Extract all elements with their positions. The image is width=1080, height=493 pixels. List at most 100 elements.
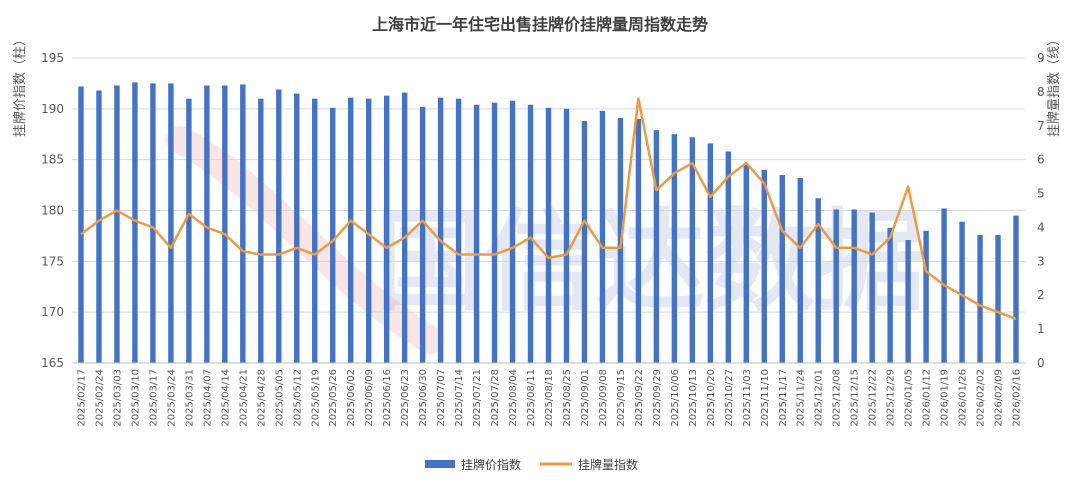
bar xyxy=(707,143,714,363)
bar-series-listing-price-index xyxy=(78,82,1019,364)
chart-title: 上海市近一年住宅出售挂牌价挂牌量周指数走势 xyxy=(372,15,708,34)
y-left-tick-label: 175 xyxy=(41,254,64,268)
legend-label-line: 挂牌量指数 xyxy=(578,457,638,472)
x-tick-label: 2025/05/05 xyxy=(274,369,285,427)
x-tick-label: 2026/02/09 xyxy=(994,369,1005,427)
y-right-tick-label: 3 xyxy=(1037,254,1045,268)
bar xyxy=(276,89,282,364)
x-tick-label: 2026/01/26 xyxy=(958,369,969,427)
bar xyxy=(168,83,174,364)
bar xyxy=(240,84,246,364)
bar xyxy=(563,108,570,363)
x-tick-label: 2025/09/01 xyxy=(580,369,591,427)
x-tick-label: 2025/10/27 xyxy=(724,369,735,427)
legend: 挂牌价指数 挂牌量指数 xyxy=(425,457,638,472)
x-tick-label: 2025/11/10 xyxy=(760,369,771,427)
bar xyxy=(204,85,210,363)
legend-swatch-bar xyxy=(425,460,455,468)
y-left-tick-label: 195 xyxy=(41,51,64,65)
x-tick-label: 2025/06/02 xyxy=(346,369,357,427)
x-tick-label: 2025/10/13 xyxy=(688,369,699,427)
bar xyxy=(491,102,498,363)
bar xyxy=(905,239,911,363)
x-tick-label: 2025/12/22 xyxy=(868,369,879,427)
y-left-tick-label: 170 xyxy=(41,305,64,319)
x-tick-label: 2025/03/17 xyxy=(148,369,159,427)
x-tick-label: 2025/06/30 xyxy=(418,369,429,427)
x-tick-label: 2025/04/21 xyxy=(238,369,249,427)
bar xyxy=(294,93,300,363)
y-left-tick-label: 190 xyxy=(41,102,64,116)
x-tick-label: 2025/07/07 xyxy=(436,369,447,427)
x-tick-label: 2025/06/16 xyxy=(382,369,393,427)
bar xyxy=(401,92,408,363)
bar xyxy=(653,130,660,363)
bar xyxy=(455,98,462,364)
bar xyxy=(348,97,354,364)
x-tick-label: 2025/02/24 xyxy=(94,369,105,427)
x-tick-label: 2025/08/04 xyxy=(508,369,519,427)
x-tick-label: 2025/08/25 xyxy=(562,369,573,427)
x-tick-label: 2025/12/08 xyxy=(832,369,843,427)
y-right-tick-label: 8 xyxy=(1037,85,1045,99)
x-tick-label: 2025/08/11 xyxy=(526,369,537,427)
x-tick-label: 2026/01/19 xyxy=(940,369,951,427)
x-tick-label: 2025/08/18 xyxy=(544,369,555,427)
bar xyxy=(689,137,696,363)
x-tick-label: 2025/11/24 xyxy=(796,369,807,427)
x-tick-label: 2025/12/01 xyxy=(814,369,825,427)
series-line xyxy=(80,97,1017,321)
bar xyxy=(797,177,803,363)
x-tick-label: 2026/02/02 xyxy=(976,369,987,427)
bar xyxy=(150,83,156,364)
watermark: 国信达数据 xyxy=(166,126,925,354)
bar xyxy=(833,209,839,363)
bar xyxy=(437,97,444,364)
bar xyxy=(312,98,318,364)
bar xyxy=(959,221,965,363)
y-axis-right-title: 挂牌量指数（线） xyxy=(1046,33,1062,137)
x-tick-label: 2025/09/22 xyxy=(634,369,645,427)
y-axis-left-title: 挂牌价指数（柱） xyxy=(12,33,28,137)
x-tick-label: 2025/07/14 xyxy=(454,369,465,427)
y-left-tick-label: 180 xyxy=(41,204,64,218)
x-tick-label: 2025/10/06 xyxy=(670,369,681,427)
x-tick-label: 2025/06/09 xyxy=(364,369,375,427)
x-tick-label: 2026/01/05 xyxy=(904,369,915,427)
bar xyxy=(887,227,893,363)
bar xyxy=(132,82,138,364)
x-tick-label: 2025/09/15 xyxy=(616,369,627,427)
bar xyxy=(527,104,534,364)
x-tick-label: 2025/09/08 xyxy=(598,369,609,427)
bar xyxy=(779,174,785,363)
bar xyxy=(330,107,336,363)
bar xyxy=(78,86,84,363)
bar xyxy=(671,134,678,363)
bar xyxy=(977,234,983,363)
x-tick-label: 2025/04/07 xyxy=(202,369,213,427)
x-tick-label: 2025/04/14 xyxy=(220,369,231,427)
bar xyxy=(599,110,606,364)
axes: 165 170 175 180 185 190 195 0 1 2 3 4 5 6 7 8 9 2025/02/1… xyxy=(41,51,1045,427)
bar xyxy=(186,98,192,364)
x-tick-label: 2025/05/12 xyxy=(292,369,303,427)
x-tick-label: 2025/07/21 xyxy=(472,369,483,427)
y-right-tick-label: 9 xyxy=(1037,51,1045,65)
y-right-tick-label: 7 xyxy=(1037,119,1045,133)
bar xyxy=(923,230,929,363)
bar xyxy=(258,98,264,364)
x-tick-label: 2025/04/28 xyxy=(256,369,267,427)
y-right-tick-label: 6 xyxy=(1037,153,1045,167)
x-tick-label: 2025/12/15 xyxy=(850,369,861,427)
x-tick-label: 2025/05/19 xyxy=(310,369,321,427)
x-tick-label: 2026/02/16 xyxy=(1012,369,1023,427)
y-right-tick-label: 0 xyxy=(1037,356,1045,370)
bar xyxy=(635,119,642,363)
bar xyxy=(581,121,588,363)
y-right-tick-label: 1 xyxy=(1037,322,1045,336)
x-tick-label: 2025/03/24 xyxy=(166,369,177,427)
y-left-tick-label: 185 xyxy=(41,153,64,167)
y-right-tick-label: 5 xyxy=(1037,187,1045,201)
x-tick-label: 2025/10/20 xyxy=(706,369,717,427)
